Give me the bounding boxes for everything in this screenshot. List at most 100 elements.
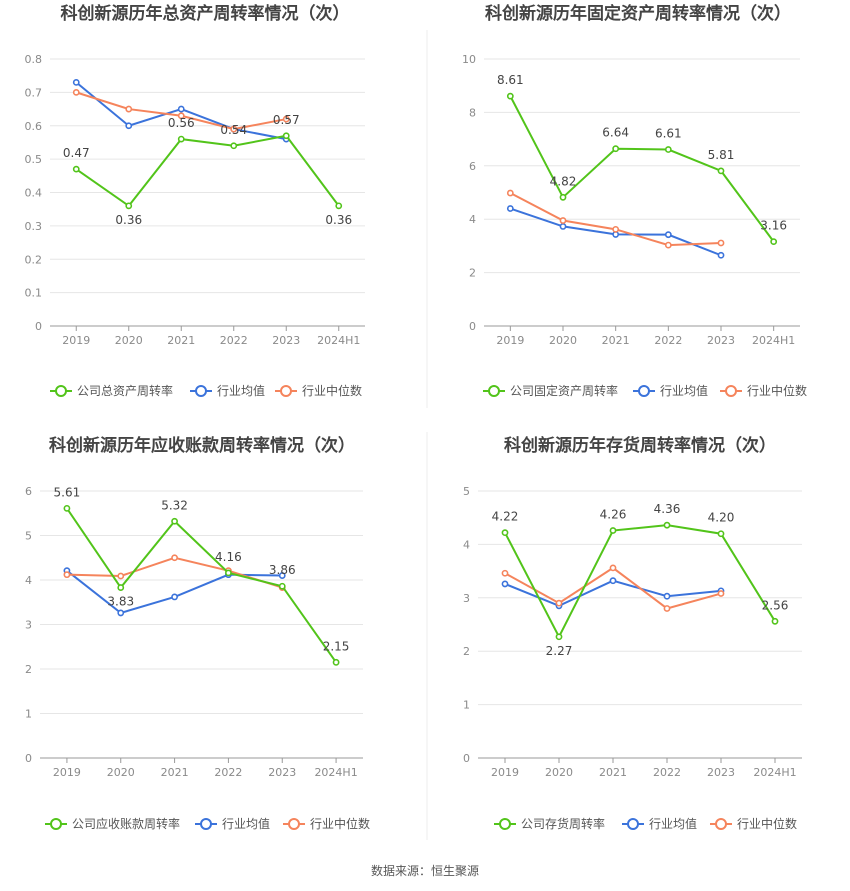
y-tick-label: 0.6	[25, 120, 43, 133]
legend-label: 行业均值	[649, 816, 697, 831]
data-point[interactable]	[612, 225, 620, 233]
data-point[interactable]	[335, 202, 343, 210]
data-point[interactable]	[717, 167, 725, 175]
data-point[interactable]	[664, 231, 672, 239]
legend-item-1[interactable]: 公司存货周转率	[494, 816, 605, 831]
legend-item-1[interactable]: 公司总资产周转率	[50, 383, 173, 398]
series-line-1	[504, 524, 776, 639]
legend-item-2[interactable]: 行业均值	[195, 816, 270, 831]
data-point[interactable]	[171, 554, 178, 562]
legend-item-2[interactable]: 行业均值	[622, 816, 697, 831]
data-point[interactable]	[717, 590, 725, 597]
data-point[interactable]	[282, 115, 290, 123]
data-point[interactable]	[225, 569, 232, 577]
data-point[interactable]	[609, 564, 617, 572]
data-point[interactable]	[501, 569, 509, 577]
data-point[interactable]	[171, 593, 178, 601]
data-point[interactable]	[555, 633, 563, 641]
data-point[interactable]	[117, 609, 125, 617]
data-point[interactable]	[559, 193, 567, 201]
data-label: 4.20	[708, 511, 735, 525]
x-tick-label: 2024H1	[314, 766, 357, 779]
legend-label: 行业均值	[660, 383, 708, 398]
legend-label: 行业中位数	[310, 816, 370, 831]
y-tick-label: 0	[35, 320, 42, 333]
y-tick-label: 3	[463, 592, 470, 605]
legend-item-2[interactable]: 行业均值	[633, 383, 708, 398]
x-tick-label: 2024H1	[752, 334, 795, 347]
data-point[interactable]	[717, 239, 725, 247]
x-tick-label: 2021	[602, 334, 630, 347]
legend-marker-icon	[288, 818, 300, 830]
data-point[interactable]	[171, 517, 178, 525]
data-point[interactable]	[63, 571, 71, 579]
data-point[interactable]	[117, 572, 125, 580]
data-point[interactable]	[72, 88, 80, 96]
data-point[interactable]	[506, 205, 514, 212]
y-tick-label: 0	[25, 752, 32, 765]
data-point[interactable]	[501, 580, 509, 588]
data-point[interactable]	[278, 572, 286, 579]
data-point[interactable]	[501, 529, 509, 537]
data-point[interactable]	[663, 605, 671, 612]
data-point[interactable]	[612, 145, 620, 153]
data-point[interactable]	[717, 530, 725, 538]
legend-item-3[interactable]: 行业中位数	[283, 816, 370, 831]
x-tick-label: 2019	[53, 766, 81, 779]
data-point[interactable]	[230, 125, 238, 133]
data-point[interactable]	[609, 577, 617, 585]
data-point[interactable]	[664, 146, 672, 153]
data-point[interactable]	[177, 135, 185, 143]
data-point[interactable]	[125, 122, 133, 130]
data-point[interactable]	[63, 504, 71, 512]
data-point[interactable]	[125, 105, 133, 113]
y-tick-label: 0.4	[25, 187, 43, 200]
data-source-note: 数据来源：恒生聚源	[370, 864, 479, 878]
legend-label: 公司总资产周转率	[77, 383, 173, 398]
legend-item-3[interactable]: 行业中位数	[720, 383, 807, 398]
chart-panel-1: 科创新源历年总资产周转率情况（次） 0 0.1 0.2 0.3 0.4 0.5 0.6 0.7 0…	[25, 3, 365, 398]
data-point[interactable]	[559, 223, 567, 230]
legend-marker-icon	[50, 818, 62, 830]
legend-item-1[interactable]: 公司应收账款周转率	[45, 816, 180, 831]
data-point[interactable]	[230, 142, 238, 150]
data-point[interactable]	[125, 202, 133, 210]
data-point[interactable]	[72, 78, 80, 86]
series-line-1	[509, 95, 775, 243]
chart-title: 科创新源历年总资产周转率情况（次）	[61, 3, 350, 24]
data-point[interactable]	[770, 238, 778, 246]
legend-item-2[interactable]: 行业均值	[190, 383, 265, 398]
legend-marker-icon	[725, 385, 737, 397]
x-tick-label: 2022	[220, 334, 248, 347]
legend-item-1[interactable]: 公司固定资产周转率	[483, 383, 618, 398]
chart-panel-4: 科创新源历年存货周转率情况（次） 0 1 2 3 4 5 2019 2020 2021 2022 20…	[463, 435, 802, 831]
x-tick-label: 2021	[599, 766, 627, 779]
data-point[interactable]	[609, 527, 617, 534]
legend-label: 公司固定资产周转率	[510, 383, 618, 398]
data-point[interactable]	[506, 189, 514, 197]
data-point[interactable]	[663, 592, 671, 600]
data-point[interactable]	[72, 165, 80, 173]
data-point[interactable]	[559, 217, 567, 224]
legend-item-3[interactable]: 行业中位数	[275, 383, 362, 398]
data-point[interactable]	[506, 92, 514, 100]
legend-item-3[interactable]: 行业中位数	[710, 816, 797, 831]
y-tick-label: 4	[25, 574, 32, 587]
data-point[interactable]	[717, 251, 725, 259]
y-tick-label: 0.3	[25, 220, 43, 233]
data-point[interactable]	[282, 132, 290, 140]
data-point[interactable]	[663, 521, 671, 529]
chart-panel-2: 科创新源历年固定资产周转率情况（次） 0 2 4 6 8 10 2019 2020 2021 202…	[462, 3, 807, 398]
data-point[interactable]	[278, 582, 286, 590]
data-point[interactable]	[555, 599, 563, 607]
data-point[interactable]	[664, 241, 672, 249]
series-line-1	[75, 134, 340, 208]
y-tick-label: 10	[462, 53, 476, 66]
data-point[interactable]	[177, 105, 185, 113]
data-point[interactable]	[332, 658, 340, 666]
legend-marker-icon	[200, 818, 212, 830]
y-tick-label: 2	[463, 645, 470, 658]
data-point[interactable]	[177, 112, 185, 120]
data-point[interactable]	[771, 617, 779, 625]
data-point[interactable]	[117, 584, 125, 591]
